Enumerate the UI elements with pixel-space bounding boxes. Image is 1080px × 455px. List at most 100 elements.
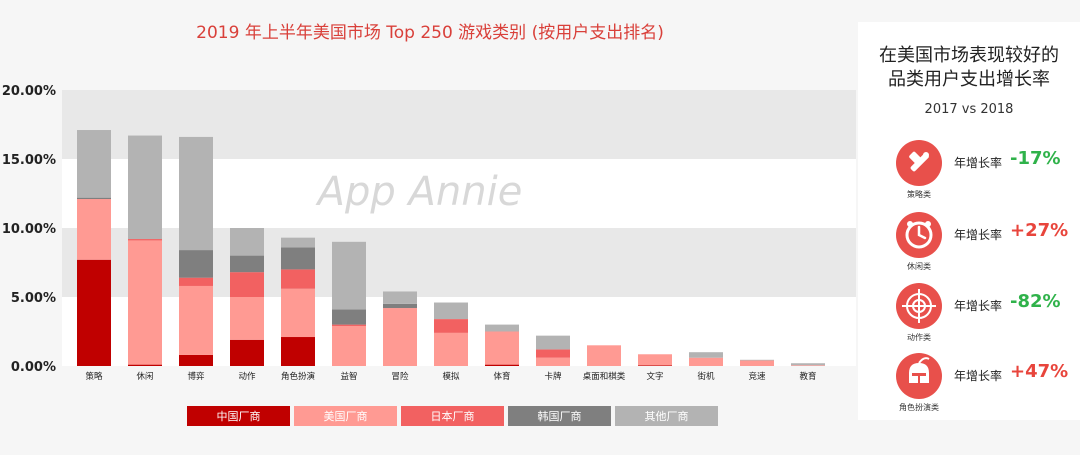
x-tick-label: 动作: [238, 371, 256, 382]
growth-category: 策略类: [907, 190, 931, 199]
growth-value: -82%: [1010, 291, 1061, 312]
stacked-bar-chart: 0.00% 5.00% 10.00% 15.00% 20.00% App Annie 策略 休…: [2, 84, 856, 382]
bar-segment: [281, 269, 315, 289]
x-tick-label: 角色扮演: [281, 371, 316, 382]
growth-row-action: 动作类 年增长率 -82%: [858, 283, 1080, 347]
bar-segment: [689, 352, 723, 358]
bar-segment: [536, 349, 570, 358]
x-tick-label: 模拟: [442, 371, 460, 382]
bar-segment: [77, 197, 111, 200]
x-tick-label: 教育: [799, 371, 816, 382]
bar-segment: [230, 255, 264, 273]
bar-segment: [485, 364, 519, 366]
panel-title: 在美国市场表现较好的 品类用户支出增长率: [858, 44, 1080, 92]
bar-segment: [179, 354, 213, 366]
growth-category: 动作类: [907, 333, 931, 342]
growth-rate-panel: 在美国市场表现较好的 品类用户支出增长率 2017 vs 2018 策略类 年增…: [858, 22, 1080, 420]
legend-item-usa: 美国厂商: [294, 406, 397, 426]
chart-legend: 中国厂商 美国厂商 日本厂商 韩国厂商 其他厂商: [187, 406, 718, 426]
bar-segment: [791, 365, 825, 366]
growth-category: 休闲类: [907, 262, 931, 271]
bar-segment: [332, 309, 366, 325]
bar-segment: [434, 332, 468, 366]
x-tick-label: 益智: [340, 371, 357, 382]
x-tick-label: 博弈: [187, 371, 205, 382]
growth-label: 年增长率: [954, 156, 1003, 170]
growth-row-rpg: 角色扮演类 年增长率 +47%: [858, 353, 1080, 417]
bar-segment: [332, 241, 366, 310]
x-tick-label: 卡牌: [544, 371, 562, 382]
bar-segment: [77, 259, 111, 366]
bar-segment: [536, 357, 570, 366]
bar-segment: [179, 136, 213, 251]
bar-segment: [230, 272, 264, 297]
bar-segment: [281, 288, 315, 338]
bar-segment: [128, 240, 162, 365]
growth-category: 角色扮演类: [899, 403, 939, 412]
panel-title-line1: 在美国市场表现较好的: [879, 45, 1059, 66]
y-tick-label: 15.00%: [2, 153, 56, 168]
bar-segment: [536, 335, 570, 350]
x-tick-label: 桌面和棋类: [583, 371, 626, 382]
chart-title: 2019 年上半年美国市场 Top 250 游戏类别 (按用户支出排名): [196, 23, 664, 43]
y-tick-label: 10.00%: [2, 222, 56, 237]
growth-label: 年增长率: [954, 299, 1003, 313]
bar-segment: [485, 331, 519, 365]
bar-segment: [179, 285, 213, 355]
x-tick-label: 休闲: [136, 371, 153, 382]
growth-value: +47%: [1010, 361, 1069, 382]
bar-segment: [128, 135, 162, 240]
bar-segment: [332, 324, 366, 326]
bar-segment: [128, 239, 162, 241]
casual-icon: [896, 212, 942, 258]
bar-segment: [485, 324, 519, 332]
growth-row-casual: 休闲类 年增长率 +27%: [858, 212, 1080, 276]
x-tick-label: 文字: [646, 371, 663, 382]
bar-segment: [740, 360, 774, 366]
bar-segment: [179, 250, 213, 278]
bar-segment: [230, 339, 264, 366]
bar-segment: [434, 319, 468, 333]
bar-segment: [128, 364, 162, 366]
bar-segment: [434, 302, 468, 320]
bar-segment: [383, 291, 417, 304]
bar-segment: [281, 237, 315, 248]
bar-segment: [791, 363, 825, 366]
x-tick-label: 体育: [493, 371, 510, 382]
action-crosshair-icon: [896, 283, 942, 329]
legend-item-china: 中国厂商: [187, 406, 290, 426]
bar-segment: [689, 357, 723, 366]
growth-label: 年增长率: [954, 369, 1003, 383]
bar-segment: [281, 337, 315, 366]
bar-segment: [638, 365, 672, 366]
rpg-helmet-icon: [896, 353, 942, 399]
bar-segment: [638, 354, 672, 366]
bar-segment: [281, 247, 315, 270]
y-tick-label: 0.00%: [11, 360, 56, 375]
bar-segment: [179, 277, 213, 286]
x-tick-label: 街机: [697, 371, 715, 382]
bar-segment: [332, 325, 366, 366]
x-tick-label: 策略: [85, 371, 103, 382]
bar-segment: [77, 130, 111, 198]
bar-segment: [77, 199, 111, 260]
x-tick-label: 冒险: [391, 371, 409, 382]
bar-segment: [740, 359, 774, 361]
x-tick-label: 竞速: [748, 371, 766, 382]
bar-segment: [230, 228, 264, 256]
legend-item-korea: 韩国厂商: [508, 406, 611, 426]
growth-label: 年增长率: [954, 228, 1003, 242]
growth-value: +27%: [1010, 220, 1069, 241]
bar-segment: [383, 303, 417, 309]
legend-item-other: 其他厂商: [615, 406, 718, 426]
bar-segment: [383, 308, 417, 366]
bar-segment: [587, 345, 621, 366]
strategy-icon: [896, 140, 942, 186]
panel-title-line2: 品类用户支出增长率: [888, 69, 1050, 90]
watermark: App Annie: [315, 169, 523, 215]
y-tick-label: 5.00%: [11, 291, 56, 306]
growth-value: -17%: [1010, 148, 1061, 169]
legend-item-japan: 日本厂商: [401, 406, 504, 426]
bar-segment: [230, 297, 264, 340]
growth-row-strategy: 策略类 年增长率 -17%: [858, 140, 1080, 204]
